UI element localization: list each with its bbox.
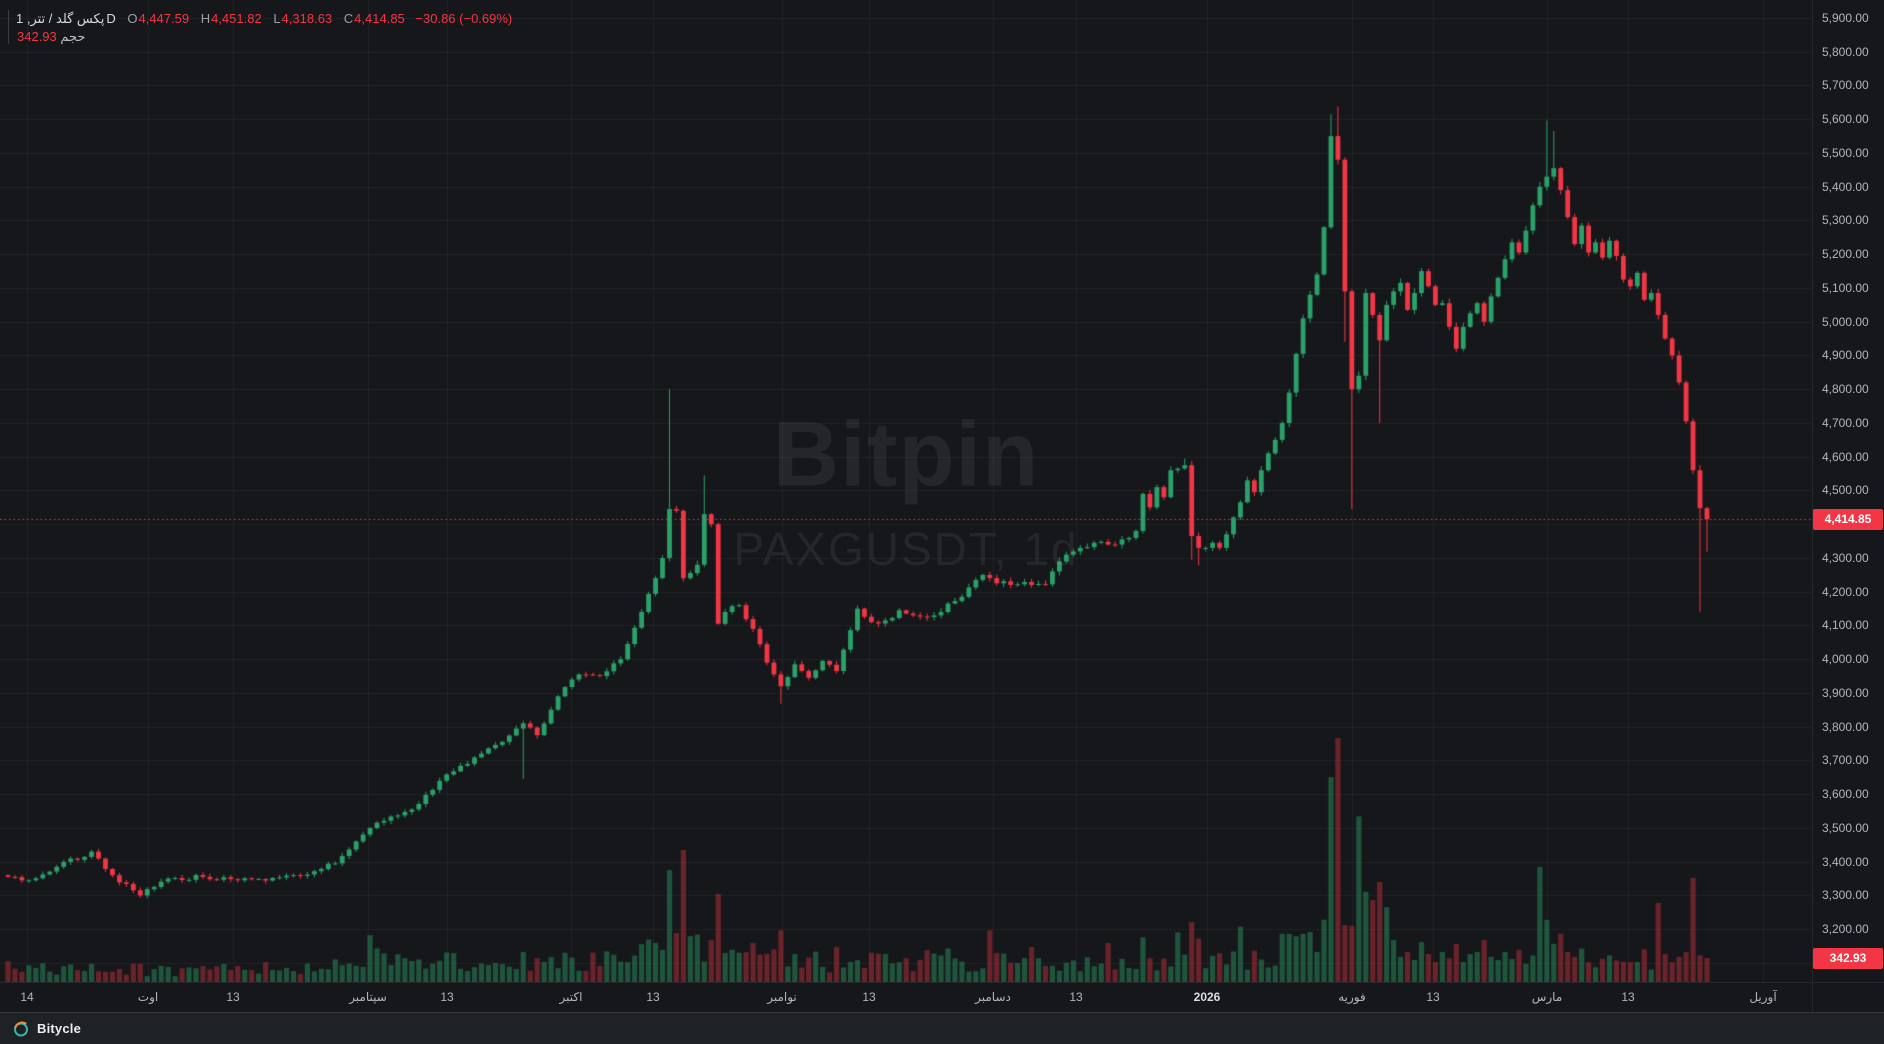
price-tick-label: 4,100.00 — [1822, 618, 1869, 633]
bottom-toolbar: Bitycle — [0, 1012, 1884, 1044]
time-tick-label: 13 — [1069, 990, 1083, 1004]
bitycle-logo-icon — [14, 1021, 28, 1036]
time-axis[interactable]: 14 اوت 13 سپتامبر 13 اکتبر 13 نوامبر 13 دسامبر 13 2… — [0, 982, 1884, 1013]
price-tick-label: 4,300.00 — [1822, 550, 1869, 565]
time-tick-label: 2026 — [1193, 990, 1221, 1004]
time-tick-label: دسامبر — [975, 990, 1011, 1004]
price-tick-label: 4,900.00 — [1822, 348, 1869, 363]
volume-value: 342.93 — [17, 29, 57, 44]
volume-label: حجم — [60, 29, 86, 44]
price-tick-label: 5,400.00 — [1822, 179, 1869, 194]
last-volume-badge: 342.93 — [1813, 947, 1883, 969]
price-tick-label: 5,200.00 — [1822, 247, 1869, 262]
legend-volume-row: حجم 342.93 — [16, 28, 512, 46]
price-tick-label: 4,700.00 — [1822, 415, 1869, 430]
price-axis[interactable]: 3,100.003,200.003,300.003,400.003,500.00… — [1812, 0, 1884, 1012]
time-tick-label: آوریل — [1749, 990, 1777, 1004]
change-value: −30.86 (−0.69%) — [415, 11, 513, 26]
price-tick-label: 5,300.00 — [1822, 213, 1869, 228]
time-tick-label: 13 — [226, 990, 240, 1004]
price-tick-label: 5,600.00 — [1822, 112, 1869, 127]
high-label: H — [200, 11, 211, 26]
price-tick-label: 3,200.00 — [1822, 922, 1869, 937]
time-tick-label: سپتامبر — [349, 990, 387, 1004]
close-value: 4,414.85 — [354, 11, 405, 26]
close-label: C — [343, 11, 354, 26]
open-value: 4,447.59 — [138, 11, 190, 26]
price-tick-label: 3,400.00 — [1822, 854, 1869, 869]
price-tick-label: 5,800.00 — [1822, 44, 1869, 59]
price-tick-label: 3,900.00 — [1822, 685, 1869, 700]
time-tick-label: اوت — [137, 990, 159, 1004]
price-tick-label: 4,600.00 — [1822, 449, 1869, 464]
low-value: 4,318.63 — [281, 11, 333, 26]
time-tick-label: 13 — [440, 990, 454, 1004]
bitycle-brand-name: Bitycle — [37, 1021, 82, 1036]
price-tick-label: 5,700.00 — [1822, 78, 1869, 93]
legend-rule — [8, 10, 9, 44]
price-tick-label: 4,000.00 — [1822, 652, 1869, 667]
price-tick-label: 4,800.00 — [1822, 382, 1869, 397]
symbol-name[interactable]: پکس گلد / تتر, 1 — [16, 11, 105, 26]
price-tick-label: 3,800.00 — [1822, 719, 1869, 734]
price-tick-label: 3,300.00 — [1822, 888, 1869, 903]
price-tick-label: 3,500.00 — [1822, 820, 1869, 835]
open-label: O — [127, 11, 138, 26]
price-tick-label: 3,700.00 — [1822, 753, 1869, 768]
time-tick-label: 13 — [646, 990, 660, 1004]
price-tick-label: 5,100.00 — [1822, 280, 1869, 295]
low-label: L — [273, 11, 281, 26]
time-tick-label: 13 — [862, 990, 876, 1004]
time-tick-label: اکتبر — [559, 990, 583, 1004]
bitycle-brand[interactable]: Bitycle — [12, 1020, 81, 1038]
price-tick-label: 5,500.00 — [1822, 145, 1869, 160]
last-price-badge: 4,414.85 — [1813, 508, 1883, 530]
price-tick-label: 4,200.00 — [1822, 584, 1869, 599]
high-value: 4,451.82 — [211, 11, 262, 26]
chart-pane[interactable] — [0, 0, 1812, 982]
time-tick-label: 14 — [20, 990, 34, 1004]
time-tick-label: نوامبر — [767, 990, 797, 1004]
interval-label[interactable]: D — [106, 11, 116, 26]
time-tick-label: 13 — [1426, 990, 1440, 1004]
time-tick-label: مارس — [1531, 990, 1563, 1004]
time-tick-label: 13 — [1621, 990, 1635, 1004]
price-tick-label: 4,500.00 — [1822, 483, 1869, 498]
price-tick-label: 5,900.00 — [1822, 10, 1869, 25]
price-tick-label: 5,000.00 — [1822, 314, 1869, 329]
time-tick-label: فوریه — [1338, 990, 1366, 1004]
price-tick-label: 3,600.00 — [1822, 787, 1869, 802]
